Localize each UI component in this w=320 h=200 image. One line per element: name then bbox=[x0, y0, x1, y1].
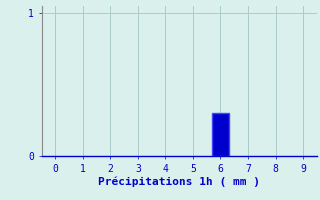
Bar bbox=[212, 113, 229, 156]
X-axis label: Précipitations 1h ( mm ): Précipitations 1h ( mm ) bbox=[98, 176, 260, 187]
